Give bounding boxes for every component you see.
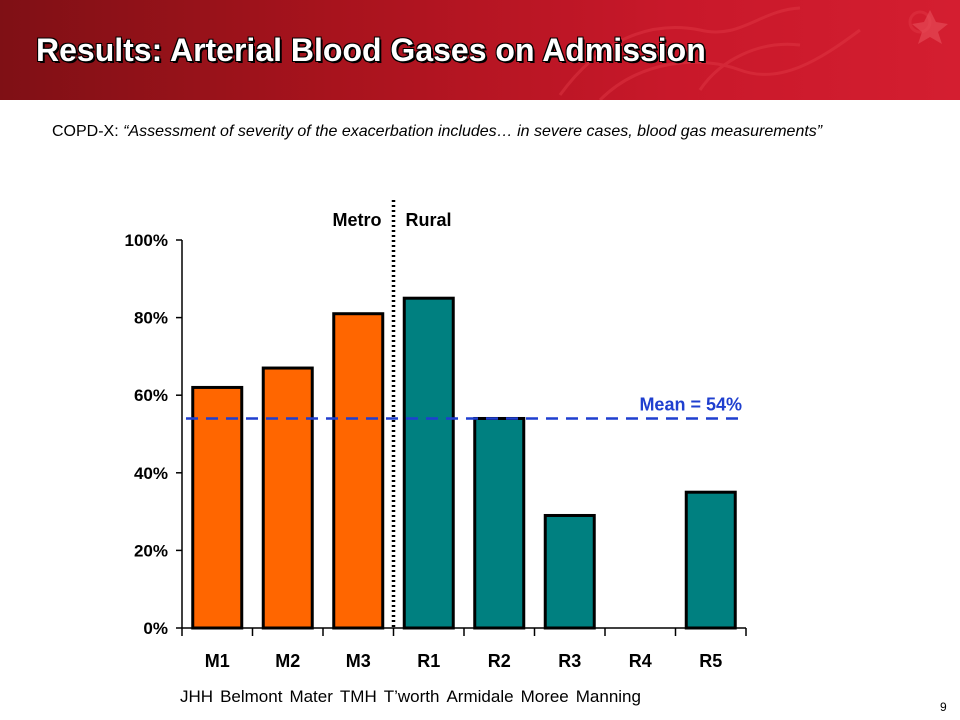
quote-prefix: COPD-X: bbox=[52, 123, 119, 140]
hospital-name: Moree bbox=[520, 687, 569, 706]
x-tick-label: R4 bbox=[629, 651, 652, 671]
page-number: 9 bbox=[940, 700, 947, 714]
title-banner: Results: Arterial Blood Gases on Admissi… bbox=[0, 0, 960, 100]
page-title: Results: Arterial Blood Gases on Admissi… bbox=[36, 32, 706, 68]
rural-label: Rural bbox=[406, 210, 452, 230]
x-tick-label: R5 bbox=[699, 651, 722, 671]
bar-m3 bbox=[332, 312, 385, 630]
bar-m2 bbox=[261, 366, 314, 630]
hospital-name: Manning bbox=[575, 687, 641, 706]
quote-text: COPD-X: “Assessment of severity of the e… bbox=[52, 120, 852, 144]
star-icon bbox=[912, 10, 948, 44]
mean-label: Mean = 54% bbox=[639, 394, 742, 414]
bar-r2 bbox=[473, 416, 526, 630]
banner-decoration bbox=[558, 6, 948, 100]
hospital-name: TMH bbox=[339, 687, 377, 706]
x-tick-label: R3 bbox=[558, 651, 581, 671]
x-tick-label: M2 bbox=[275, 651, 300, 671]
x-tick-label: M3 bbox=[346, 651, 371, 671]
hospital-name: Armidale bbox=[446, 687, 514, 706]
x-tick-label: M1 bbox=[205, 651, 230, 671]
y-tick-label: 40% bbox=[134, 464, 168, 483]
y-tick-label: 0% bbox=[143, 619, 168, 638]
y-tick-label: 100% bbox=[125, 231, 168, 250]
x-tick-label: R1 bbox=[417, 651, 440, 671]
bar-r5 bbox=[684, 490, 737, 630]
hospital-name: JHH bbox=[180, 687, 214, 706]
y-tick-label: 60% bbox=[134, 386, 168, 405]
metro-label: Metro bbox=[333, 210, 382, 230]
bar-m1 bbox=[191, 385, 244, 630]
hospital-name: T’worth bbox=[383, 687, 440, 706]
quote-body: “Assessment of severity of the exacerbat… bbox=[123, 123, 823, 140]
bar-r1 bbox=[402, 296, 455, 630]
hospital-name: Belmont bbox=[220, 687, 283, 706]
x-tick-label: R2 bbox=[488, 651, 511, 671]
hospital-names: JHH Belmont Mater TMH T’worth Armidale Moree Ma… bbox=[180, 687, 648, 707]
y-tick-label: 20% bbox=[134, 541, 168, 560]
y-tick-label: 80% bbox=[134, 309, 168, 328]
hospital-name: Mater bbox=[289, 687, 333, 706]
bar-r3 bbox=[543, 513, 596, 630]
